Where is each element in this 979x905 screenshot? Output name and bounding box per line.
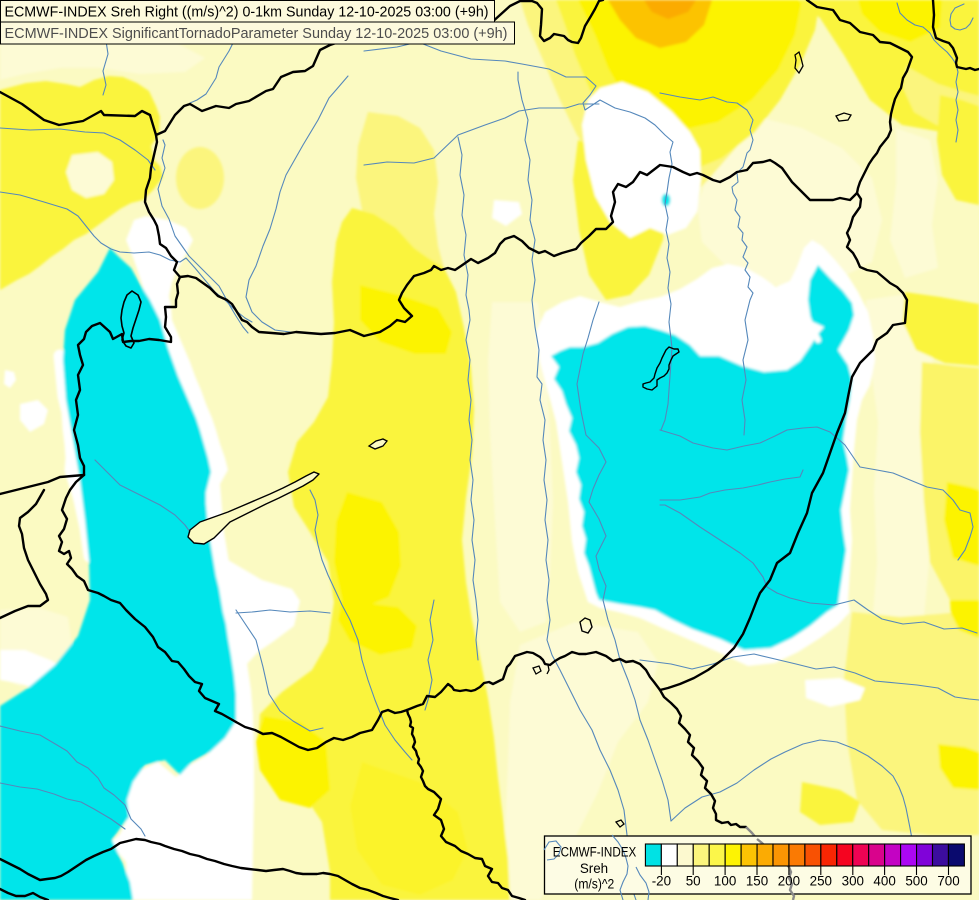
- svg-text:150: 150: [746, 874, 768, 889]
- svg-text:700: 700: [937, 874, 959, 889]
- svg-text:300: 300: [842, 874, 864, 889]
- svg-text:ECMWF-INDEX: ECMWF-INDEX: [553, 845, 637, 860]
- svg-text:100: 100: [714, 874, 736, 889]
- svg-text:200: 200: [778, 874, 800, 889]
- svg-text:400: 400: [873, 874, 895, 889]
- svg-text:500: 500: [905, 874, 927, 889]
- svg-text:ECMWF-INDEX SignificantTornado: ECMWF-INDEX SignificantTornadoParameter …: [5, 26, 508, 42]
- svg-text:250: 250: [810, 874, 832, 889]
- svg-text:-20: -20: [652, 874, 671, 889]
- svg-text:50: 50: [686, 874, 701, 889]
- svg-text:Sreh: Sreh: [580, 861, 608, 876]
- svg-text:(m/s)^2: (m/s)^2: [574, 877, 614, 892]
- svg-text:ECMWF-INDEX Sreh Right ((m/s)^: ECMWF-INDEX Sreh Right ((m/s)^2) 0-1km S…: [5, 5, 489, 21]
